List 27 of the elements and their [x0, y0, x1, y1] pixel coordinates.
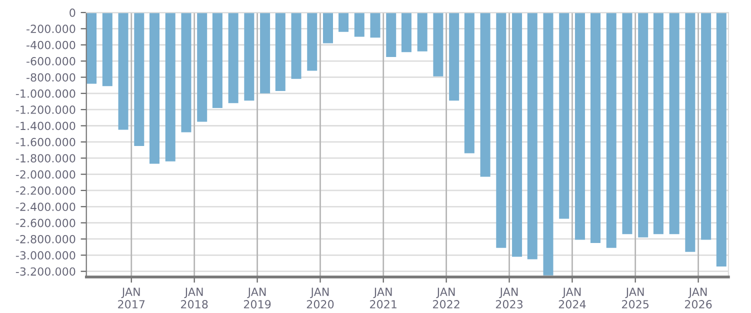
x-tick-label: JAN 2026 [684, 288, 712, 308]
y-tick-label: -1.600.000 [16, 138, 76, 146]
y-tick-label: -200.000 [26, 24, 76, 34]
y-tick-label: -1.400.000 [16, 122, 76, 130]
x-tick-label: JAN 2019 [244, 288, 271, 308]
x-tick-label: JAN 2021 [370, 288, 396, 308]
x-tick-label: JAN 2024 [558, 288, 586, 308]
y-tick-label: -1.800.000 [16, 154, 76, 162]
x-tick-label: JAN 2017 [118, 288, 145, 308]
x-tick-label: JAN 2022 [432, 288, 460, 308]
y-tick-label: -400.000 [26, 40, 76, 50]
y-tick-label: 0 [70, 8, 76, 17]
y-tick-label: -2.000.000 [16, 170, 76, 179]
y-tick-label: -600.000 [26, 57, 76, 66]
x-tick-label: JAN 2023 [496, 288, 523, 308]
y-tick-label: -2.600.000 [16, 218, 76, 228]
y-tick-label: -1.000.000 [16, 89, 76, 98]
y-tick-label: -3.000.000 [16, 251, 76, 260]
y-tick-label: -1.200.000 [16, 106, 76, 114]
x-tick-label: JAN 2020 [306, 288, 334, 308]
y-tick-label: -800.000 [26, 73, 76, 82]
y-tick-label: -2.800.000 [16, 234, 76, 244]
y-tick-label: -3.200.000 [16, 267, 76, 276]
x-tick-label: JAN 2018 [181, 288, 208, 308]
y-tick-label: -2.200.000 [16, 186, 76, 195]
y-tick-label: -2.400.000 [16, 202, 76, 212]
x-tick-label: JAN 2025 [622, 288, 649, 308]
